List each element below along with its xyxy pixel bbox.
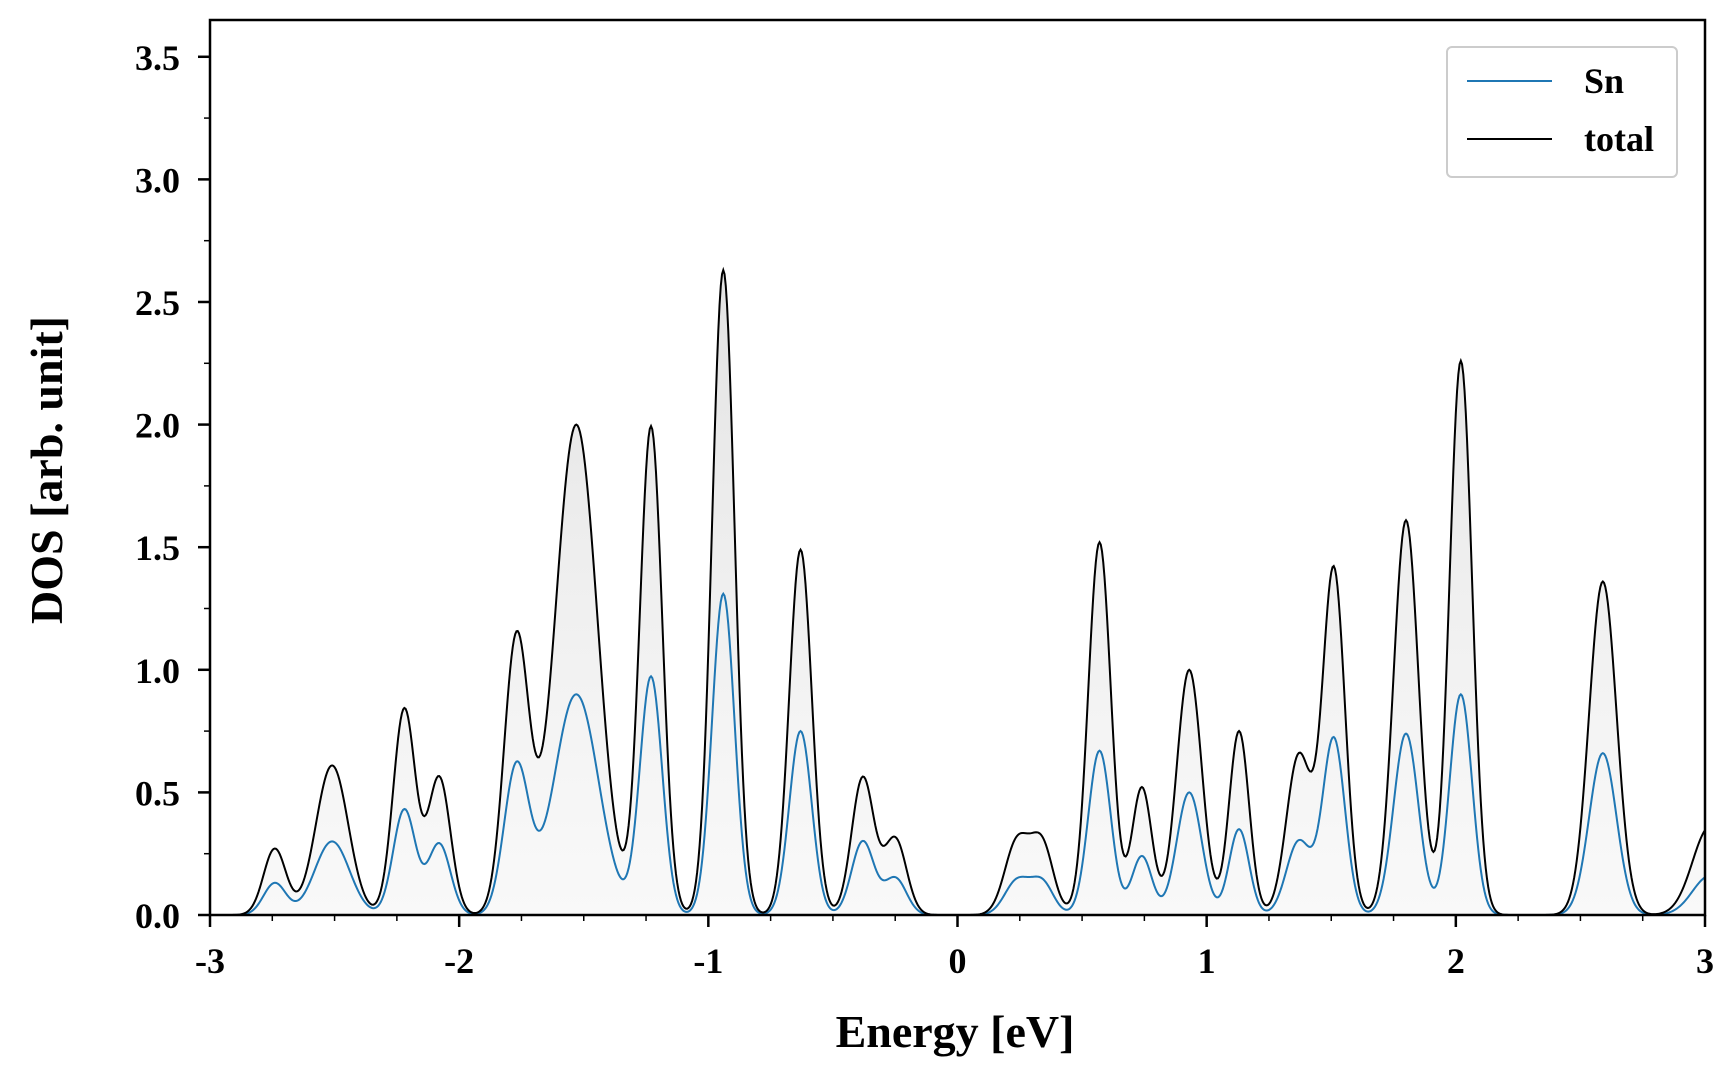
x-tick-label: 3 bbox=[1696, 941, 1714, 981]
x-tick-label: 2 bbox=[1447, 941, 1465, 981]
y-axis-title: DOS [arb. unit] bbox=[21, 316, 72, 624]
x-tick-label: 1 bbox=[1198, 941, 1216, 981]
y-tick-label: 0.5 bbox=[135, 773, 180, 813]
y-tick-label: 3.0 bbox=[135, 160, 180, 200]
y-tick-label: 2.5 bbox=[135, 283, 180, 323]
total-area-fill bbox=[210, 270, 1705, 915]
x-axis-title: Energy [eV] bbox=[836, 1006, 1075, 1057]
y-tick-label: 0.0 bbox=[135, 896, 180, 936]
y-tick-label: 3.5 bbox=[135, 38, 180, 78]
x-tick-label: -1 bbox=[693, 941, 723, 981]
legend-label-total: total bbox=[1584, 119, 1654, 159]
legend-label-sn: Sn bbox=[1584, 61, 1624, 101]
legend-box bbox=[1446, 46, 1678, 178]
y-tick-label: 1.0 bbox=[135, 651, 180, 691]
x-tick-label: -3 bbox=[195, 941, 225, 981]
y-tick-label: 1.5 bbox=[135, 528, 180, 568]
x-tick-label: 0 bbox=[949, 941, 967, 981]
y-tick-label: 2.0 bbox=[135, 406, 180, 446]
x-tick-label: -2 bbox=[444, 941, 474, 981]
